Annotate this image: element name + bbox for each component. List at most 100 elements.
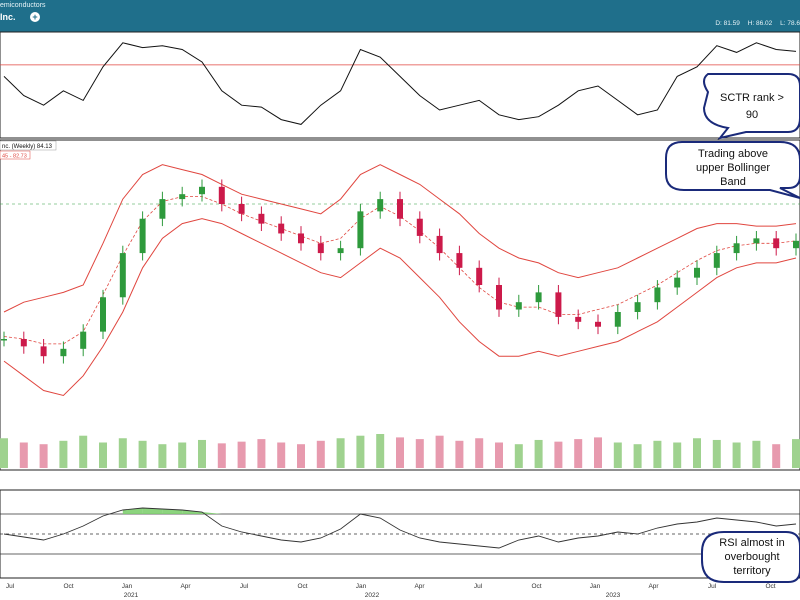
volume-bar (693, 438, 701, 468)
x-tick-label: Apr (414, 583, 425, 590)
candle-body (515, 302, 522, 310)
volume-bar (316, 440, 325, 468)
sctr-panel (0, 31, 800, 139)
x-tick-label: Jan (356, 583, 367, 590)
bollinger-callout-line2: upper Bollinger (696, 162, 770, 174)
volume-bar (495, 442, 503, 468)
volume-bar (158, 444, 167, 468)
rsi-panel (0, 489, 800, 579)
stat-open: D: 81.59 (715, 20, 740, 27)
volume-bar (752, 440, 761, 468)
rsi-callout (701, 531, 800, 583)
sctr-callout-line2: 90 (746, 109, 758, 121)
x-tick-label: Oct (297, 583, 307, 590)
price-legend-box (0, 140, 57, 151)
x-tick-label: Oct (765, 583, 775, 590)
candle-body (298, 233, 304, 244)
rsi-overbought-fill (162, 509, 183, 514)
candle-body (40, 346, 47, 357)
volume-bar (198, 439, 206, 468)
candle-body (119, 253, 126, 298)
volume-bar (356, 435, 365, 468)
x-tick-label: Jul (708, 583, 717, 590)
volume-bar (257, 439, 266, 468)
volume-bar (79, 435, 88, 468)
x-year-label: 2022 (365, 592, 380, 599)
x-tick-label: Oct (531, 583, 541, 590)
candle-body (238, 204, 245, 214)
price-legend: nc. (Weekly) 84.13 (2, 144, 53, 150)
bollinger-callout-line1: Trading above (698, 148, 768, 160)
candle-body (218, 186, 225, 204)
candle-body (535, 292, 542, 303)
candle-body (377, 199, 384, 212)
plus-circle-icon[interactable]: + (30, 12, 40, 22)
volume-bar (0, 438, 8, 468)
volume-bar (792, 439, 800, 468)
rsi-callout-line1: RSI almost in (719, 537, 784, 549)
volume-bar (217, 443, 226, 468)
price-stats: D: 81.59 H: 86.02 L: 78.6 (709, 20, 800, 27)
volume-bar (534, 439, 543, 468)
candle-body (674, 277, 681, 288)
candle-body (357, 211, 364, 249)
volume-bar (99, 442, 107, 468)
candle-body (20, 339, 27, 347)
volume-bar (39, 444, 48, 468)
volume-bar (574, 439, 583, 468)
stat-high: H: 86.02 (747, 20, 773, 27)
candle-body (397, 199, 403, 219)
candle-body (753, 238, 760, 244)
rsi-overbought-fill (122, 508, 143, 514)
candle-body (595, 321, 601, 327)
volume-bar (396, 437, 404, 468)
volume-bar (455, 440, 464, 468)
volume-bar (336, 438, 345, 468)
x-tick-label: Jul (240, 583, 249, 590)
candle-body (634, 302, 641, 312)
x-year-label: 2023 (606, 592, 621, 599)
rsi-overbought-fill (142, 508, 163, 514)
volume-bar (712, 439, 721, 468)
candle-body (476, 267, 483, 285)
volume-bar (633, 444, 642, 468)
candle-body (1, 339, 7, 341)
volume-bar (732, 442, 741, 468)
candle-body (80, 331, 87, 349)
volume-bar (297, 444, 305, 468)
candle-body (258, 213, 265, 224)
volume-bar (118, 438, 127, 468)
candle-body (199, 186, 205, 195)
rsi-overbought-fill (182, 510, 202, 514)
rsi-callout-line3: territory (733, 565, 771, 577)
bb-legend-box (0, 150, 31, 160)
volume-bar (19, 442, 28, 468)
upper-bollinger-band (3, 164, 797, 313)
x-tick-label: Apr (180, 583, 191, 590)
candle-body (60, 348, 67, 357)
volume-bar (415, 439, 424, 468)
volume-bar (277, 442, 286, 468)
candle-body (496, 285, 502, 310)
x-tick-label: Jul (474, 583, 483, 590)
candle-body (773, 238, 780, 249)
price-panel (0, 139, 800, 471)
candle-body (614, 312, 621, 327)
stat-low: L: 78.6 (780, 20, 800, 27)
x-year-label: 2021 (124, 592, 139, 599)
volume-bar (138, 440, 147, 468)
middle-bollinger-band (3, 196, 797, 345)
rsi-line (3, 507, 797, 549)
volume-bar (594, 437, 602, 468)
candle-body (159, 199, 166, 219)
x-tick-label: Jan (590, 583, 601, 590)
lower-bollinger-band (3, 218, 797, 397)
symbol-label: Inc. (0, 12, 16, 22)
volume-bar (475, 438, 484, 468)
candle-body (694, 267, 700, 278)
x-tick-label: Jul (6, 583, 15, 590)
bb-legend: 45 - 82.73 (2, 154, 27, 160)
candle-body (436, 235, 443, 254)
volume-bar (435, 435, 444, 468)
sector-label: emiconductors (0, 2, 46, 9)
